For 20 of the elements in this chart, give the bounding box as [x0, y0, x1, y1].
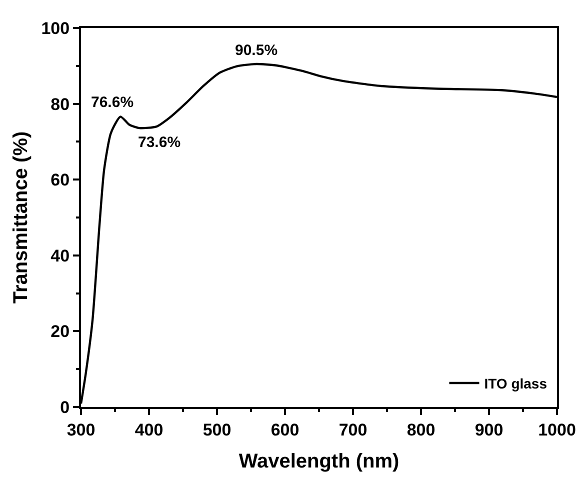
x-tick-label: 600 [270, 420, 300, 440]
x-tick-label: 1000 [538, 420, 576, 440]
y-tick-label: 0 [60, 398, 70, 417]
annotation: 90.5% [235, 42, 278, 59]
x-tick-label: 300 [66, 420, 96, 440]
y-tick-label: 40 [50, 246, 70, 266]
y-tick-label: 60 [50, 170, 70, 190]
y-tick-label: 20 [50, 322, 70, 342]
annotation: 73.6% [138, 134, 181, 151]
x-tick-label: 900 [474, 420, 504, 440]
x-tick-label: 400 [134, 420, 164, 440]
x-tick-label: 700 [338, 420, 368, 440]
legend-label: ITO glass [484, 375, 548, 392]
y-tick-label: 100 [41, 18, 70, 38]
y-tick-label: 80 [50, 94, 70, 114]
annotation: 76.6% [91, 94, 134, 111]
y-axis-title: Transmittance (%) [10, 131, 32, 304]
x-tick-label: 500 [202, 420, 232, 440]
x-axis-title: Wavelength (nm) [238, 450, 400, 472]
x-tick-label: 800 [406, 420, 436, 440]
